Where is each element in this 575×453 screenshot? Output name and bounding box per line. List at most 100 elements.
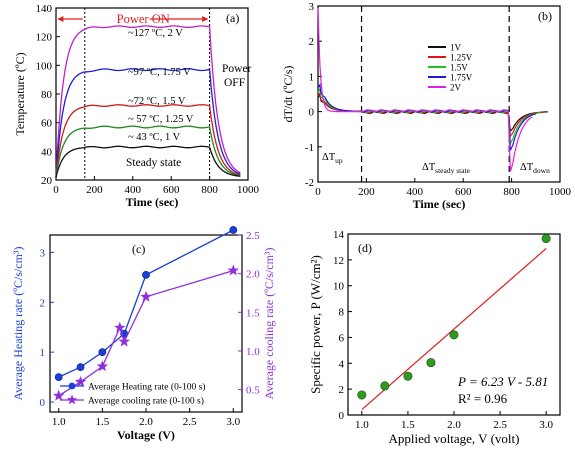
cooling-rate-point [96, 360, 109, 372]
y-axis-label: dT/dt (ºC/s) [281, 66, 295, 123]
panel-label: (d) [358, 241, 372, 255]
fit-equation: P = 6.23 V - 5.81 [457, 374, 548, 389]
x-tick-label: 400 [407, 186, 424, 198]
temperature-curve [55, 104, 241, 178]
y-tick-label: -2 [305, 177, 314, 189]
y-tick-label: 2 [309, 36, 315, 48]
region-label-up: ΔTup [322, 152, 343, 165]
panel-label: (c) [132, 242, 145, 256]
legend-label: 1.5V [450, 63, 468, 73]
legend-label: 2V [450, 83, 462, 93]
power-off-label: OFF [224, 77, 245, 89]
y-axis-label: Specific power, P (W/cm²) [308, 255, 323, 394]
y-tick-label: 60 [41, 118, 53, 130]
fit-r-squared: R² = 0.96 [458, 391, 508, 406]
cooling-rate-point [140, 290, 152, 302]
heating-rate-point [98, 348, 107, 357]
power-off-label: Power [222, 63, 252, 75]
cooling-rate-line [58, 269, 234, 397]
x-tick-label: 600 [163, 184, 180, 196]
panel-c: 1.0 1.5 2.0 2.5 3.0 0 1 2 3 0.5 1.0 1.5 2.0 2.5 Voltag… [11, 226, 276, 442]
region-label-down: ΔTdown [520, 162, 550, 175]
power-on-label: Power ON [117, 12, 170, 26]
y-tick-label: 3 [309, 1, 315, 13]
cooling-rate-point [227, 264, 239, 276]
y-left-tick-label: 0 [40, 397, 46, 409]
rate-curve [317, 7, 533, 172]
y-left-axis-label: Average Heating rate (ºC/s/cm³) [11, 246, 25, 400]
region-label-steady: ΔTsteady state [422, 162, 471, 175]
y-axis-label: Temperature (ºC) [13, 52, 27, 135]
curve-label: ~ 57 ºC, 1.25 V [128, 114, 194, 125]
region-label-sub: steady state [435, 166, 470, 175]
legend-label: Average Heating rate (0-100 s) [88, 382, 205, 393]
x-axis-label: Voltage (V) [117, 428, 175, 442]
y-left-tick-label: 2 [40, 297, 46, 309]
y-tick-label: 12 [333, 255, 344, 267]
y-tick-label: 14 [333, 229, 345, 241]
temperature-curve [55, 68, 241, 178]
legend-label: Average cooling rate (0-100 s) [88, 396, 204, 407]
y-tick-label: 20 [41, 175, 53, 187]
x-tick-label: 0 [315, 186, 321, 198]
curve-label: ~127 ºC, 2 V [128, 28, 183, 39]
y-tick-label: -1 [305, 142, 314, 154]
x-tick-label: 2.5 [183, 416, 197, 428]
rate-curve [317, 82, 537, 151]
panel-label: (a) [226, 11, 239, 25]
x-tick-label: 1.5 [401, 419, 415, 431]
heating-rate-point [142, 270, 150, 279]
plot-frame [317, 5, 561, 183]
x-axis-label: Applied voltage, V (volt) [389, 431, 520, 446]
panel-label: (b) [538, 9, 552, 23]
region-label-sub: up [335, 156, 343, 165]
x-tick-label: 600 [455, 186, 472, 198]
y-right-axis-label: Average cooling rate (ºC/s/cm³) [262, 247, 276, 399]
cooling-rate-point [74, 375, 87, 387]
cooling-rate-point [114, 321, 126, 333]
y-tick-label: 80 [41, 89, 53, 101]
y-left-tick-label: 1 [40, 347, 46, 359]
y-right-tick-label: 2.5 [246, 230, 260, 242]
legend-label: 1V [450, 43, 462, 53]
x-tick-label: 3.0 [539, 419, 553, 431]
x-tick-label: 2.5 [493, 419, 507, 431]
y-tick-label: 6 [339, 332, 345, 344]
cooling-rate-point [118, 335, 130, 347]
x-tick-label: 1.0 [355, 419, 369, 431]
y-tick-label: 8 [339, 307, 345, 319]
y-tick-label: 40 [41, 146, 53, 158]
x-axis-label: Time (sec) [126, 195, 179, 209]
y-tick-label: 0 [339, 410, 345, 422]
curve-label: ~72 ºC, 1.5 V [128, 96, 186, 107]
rate-curve [317, 87, 540, 146]
x-tick-label: 1000 [237, 184, 260, 196]
temperature-curve [55, 125, 241, 178]
x-tick-label: 1.0 [52, 416, 66, 428]
x-tick-label: 200 [86, 184, 103, 196]
x-tick-label: 800 [201, 184, 218, 196]
cooling-rate-point [53, 389, 65, 401]
legend-marker-cooling [66, 394, 78, 405]
y-tick-label: 0 [309, 107, 315, 119]
x-tick-label: 1000 [549, 186, 572, 198]
data-point [380, 381, 390, 391]
x-tick-label: 400 [125, 184, 142, 196]
y-right-tick-label: 1.0 [246, 346, 260, 358]
y-tick-label: 2 [339, 384, 345, 396]
y-tick-label: 120 [36, 32, 53, 44]
x-tick-label: 2.0 [447, 419, 461, 431]
x-tick-label: 0 [53, 184, 59, 196]
curve-label: ~97 ºC, 1.75 V [128, 67, 191, 78]
y-tick-label: 4 [339, 358, 345, 370]
heating-rate-point [76, 363, 85, 372]
data-point [449, 330, 459, 340]
legend-label: 1.25V [450, 53, 473, 63]
y-tick-label: 1 [309, 71, 315, 83]
x-tick-label: 2.0 [139, 416, 153, 428]
y-right-tick-label: 0.5 [246, 385, 260, 397]
x-tick-label: 3.0 [226, 416, 240, 428]
y-right-tick-label: 1.5 [246, 307, 260, 319]
curve-label: ~ 43 ºC, 1 V [128, 132, 181, 143]
